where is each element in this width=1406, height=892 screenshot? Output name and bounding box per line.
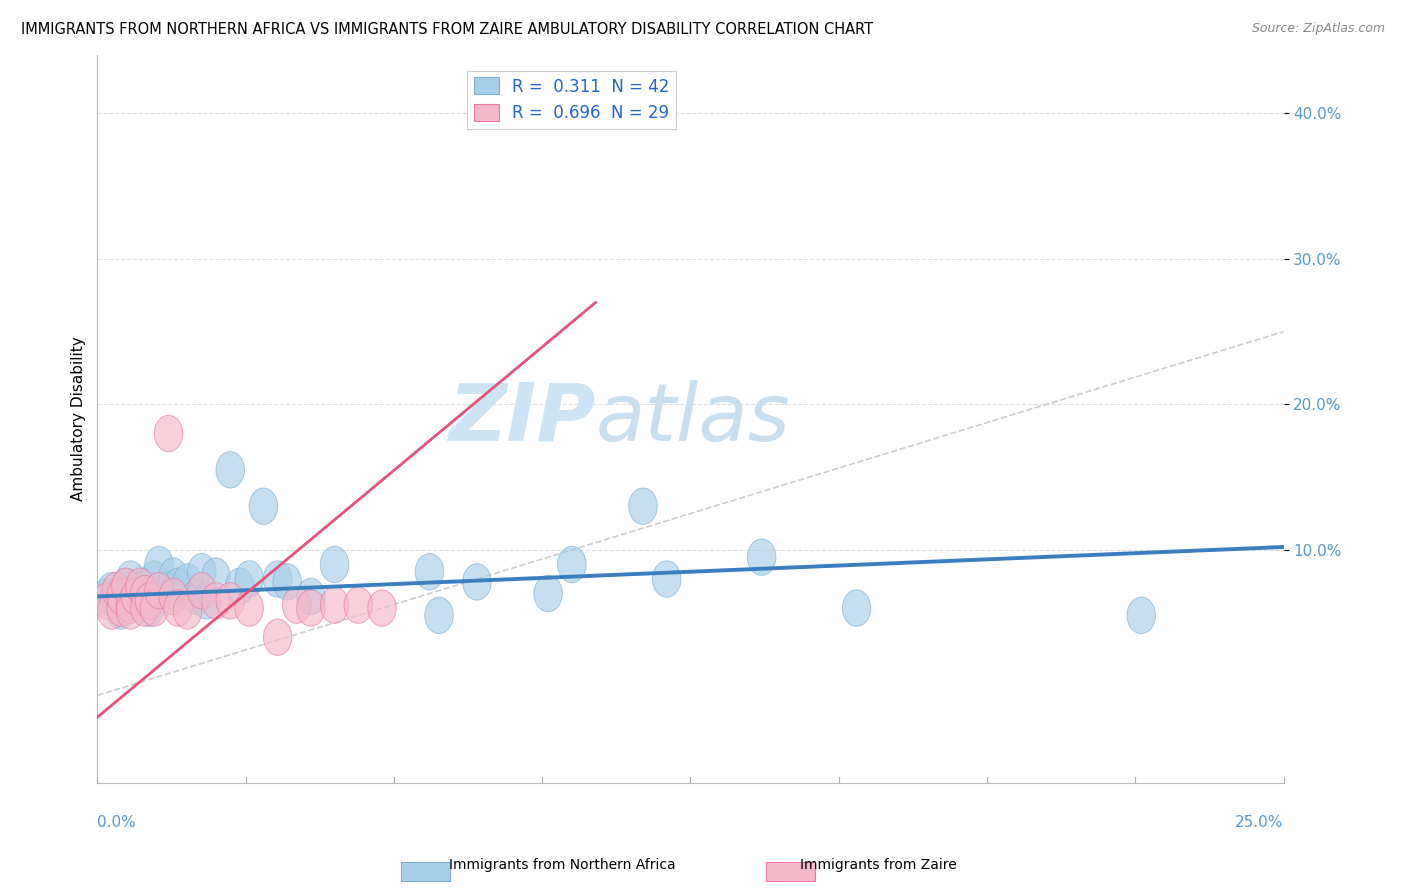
Ellipse shape	[558, 546, 586, 582]
Ellipse shape	[107, 590, 135, 626]
Ellipse shape	[93, 578, 121, 615]
Ellipse shape	[117, 578, 145, 615]
Legend: R =  0.311  N = 42, R =  0.696  N = 29: R = 0.311 N = 42, R = 0.696 N = 29	[467, 70, 676, 128]
Ellipse shape	[217, 451, 245, 488]
Ellipse shape	[163, 590, 193, 626]
Ellipse shape	[344, 587, 373, 624]
Ellipse shape	[97, 573, 125, 609]
Ellipse shape	[652, 561, 681, 597]
Text: Immigrants from Northern Africa: Immigrants from Northern Africa	[449, 858, 676, 872]
Ellipse shape	[187, 554, 217, 590]
Text: 0.0%: 0.0%	[97, 814, 136, 830]
Ellipse shape	[145, 546, 173, 582]
Ellipse shape	[463, 564, 491, 600]
Ellipse shape	[225, 568, 254, 605]
Ellipse shape	[173, 564, 201, 600]
Ellipse shape	[173, 593, 201, 629]
Ellipse shape	[93, 582, 121, 619]
Ellipse shape	[263, 561, 292, 597]
Ellipse shape	[145, 573, 173, 609]
Text: 25.0%: 25.0%	[1236, 814, 1284, 830]
Ellipse shape	[534, 575, 562, 612]
Ellipse shape	[111, 587, 141, 624]
Ellipse shape	[297, 590, 325, 626]
Ellipse shape	[135, 590, 163, 626]
Y-axis label: Ambulatory Disability: Ambulatory Disability	[72, 336, 86, 501]
Ellipse shape	[117, 587, 145, 624]
Ellipse shape	[321, 587, 349, 624]
Ellipse shape	[155, 416, 183, 451]
Ellipse shape	[125, 568, 155, 605]
Ellipse shape	[141, 590, 169, 626]
Ellipse shape	[415, 554, 444, 590]
Ellipse shape	[117, 561, 145, 597]
Ellipse shape	[283, 587, 311, 624]
Ellipse shape	[235, 590, 263, 626]
Ellipse shape	[263, 619, 292, 656]
Ellipse shape	[107, 578, 135, 615]
Ellipse shape	[842, 590, 870, 626]
Ellipse shape	[217, 582, 245, 619]
Ellipse shape	[103, 573, 131, 609]
Ellipse shape	[131, 575, 159, 612]
Text: ZIP: ZIP	[449, 380, 596, 458]
Ellipse shape	[159, 578, 187, 615]
Ellipse shape	[297, 578, 325, 615]
Ellipse shape	[1128, 597, 1156, 633]
Ellipse shape	[135, 582, 163, 619]
Text: atlas: atlas	[596, 380, 790, 458]
Ellipse shape	[748, 539, 776, 575]
Ellipse shape	[249, 488, 277, 524]
Ellipse shape	[155, 573, 183, 609]
Ellipse shape	[131, 578, 159, 615]
Ellipse shape	[201, 582, 231, 619]
Text: Source: ZipAtlas.com: Source: ZipAtlas.com	[1251, 22, 1385, 36]
Ellipse shape	[321, 546, 349, 582]
Ellipse shape	[107, 593, 135, 629]
Ellipse shape	[183, 578, 211, 615]
Ellipse shape	[121, 578, 149, 615]
Ellipse shape	[103, 582, 131, 619]
Ellipse shape	[425, 597, 453, 633]
Ellipse shape	[628, 488, 657, 524]
Text: Immigrants from Zaire: Immigrants from Zaire	[800, 858, 957, 872]
Ellipse shape	[131, 568, 159, 605]
Ellipse shape	[125, 573, 155, 609]
Ellipse shape	[121, 582, 149, 619]
Ellipse shape	[117, 593, 145, 629]
Ellipse shape	[163, 568, 193, 605]
Ellipse shape	[368, 590, 396, 626]
Ellipse shape	[111, 568, 141, 605]
Ellipse shape	[111, 568, 141, 605]
Ellipse shape	[141, 561, 169, 597]
Ellipse shape	[97, 593, 125, 629]
Ellipse shape	[131, 590, 159, 626]
Ellipse shape	[235, 561, 263, 597]
Ellipse shape	[201, 558, 231, 594]
Ellipse shape	[107, 575, 135, 612]
Ellipse shape	[159, 558, 187, 594]
Ellipse shape	[187, 573, 217, 609]
Ellipse shape	[273, 564, 301, 600]
Ellipse shape	[193, 582, 221, 619]
Text: IMMIGRANTS FROM NORTHERN AFRICA VS IMMIGRANTS FROM ZAIRE AMBULATORY DISABILITY C: IMMIGRANTS FROM NORTHERN AFRICA VS IMMIG…	[21, 22, 873, 37]
